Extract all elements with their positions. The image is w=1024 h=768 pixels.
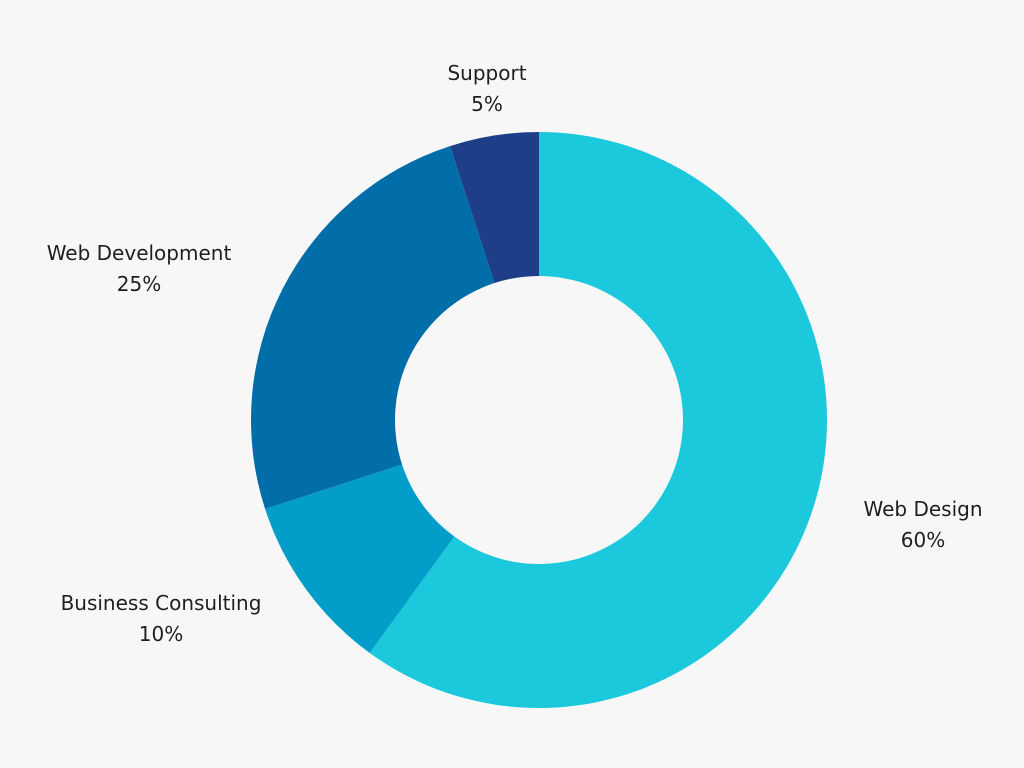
- slice-business-consulting: [265, 464, 455, 653]
- slices-group: [251, 132, 827, 709]
- slice-web-development: [251, 146, 495, 509]
- slice-label-value: 25%: [117, 272, 161, 296]
- slice-label-name: Web Development: [47, 241, 232, 265]
- slice-web-design: [369, 132, 827, 709]
- slice-support: [450, 132, 539, 284]
- slice-label-value: 10%: [139, 622, 183, 646]
- slice-label-value: 60%: [901, 528, 945, 552]
- slice-label-name: Business Consulting: [61, 591, 262, 615]
- slice-label-name: Web Design: [863, 497, 982, 521]
- slice-label-name: Support: [447, 61, 526, 85]
- slice-label-value: 5%: [471, 92, 503, 116]
- labels-group: Web Design 60% Business Consulting 10% Web D…: [47, 61, 983, 646]
